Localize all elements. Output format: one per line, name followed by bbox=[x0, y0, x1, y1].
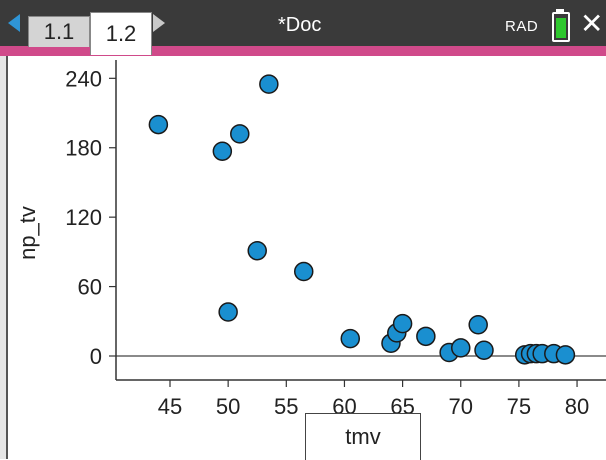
battery-cap bbox=[556, 9, 564, 12]
x-tick-label: 80 bbox=[565, 394, 589, 419]
x-tick-label: 70 bbox=[449, 394, 473, 419]
y-axis-label[interactable]: np_tv bbox=[15, 206, 40, 260]
x-tick-label: 55 bbox=[274, 394, 298, 419]
data-point bbox=[247, 240, 267, 261]
document-title: *Doc bbox=[278, 14, 322, 36]
data-point bbox=[451, 338, 471, 358]
data-point bbox=[340, 328, 361, 349]
data-point bbox=[218, 302, 238, 322]
x-axis-label[interactable]: tmv bbox=[305, 413, 421, 460]
battery-icon bbox=[552, 12, 570, 42]
tab-1-2[interactable]: 1.2 bbox=[90, 12, 152, 55]
data-point bbox=[212, 141, 233, 161]
y-tick-label: 240 bbox=[65, 66, 102, 91]
x-tick-label: 75 bbox=[507, 394, 531, 419]
data-point bbox=[293, 261, 314, 282]
previous-page-arrow-icon[interactable] bbox=[8, 14, 20, 32]
next-page-arrow-icon[interactable] bbox=[153, 14, 165, 32]
y-tick-label: 0 bbox=[90, 344, 102, 369]
x-tick-label: 50 bbox=[216, 394, 240, 419]
data-point bbox=[468, 315, 488, 335]
data-point bbox=[392, 313, 413, 334]
header-accent-bar bbox=[0, 46, 606, 56]
data-point bbox=[416, 326, 436, 347]
tab-1-1[interactable]: 1.1 bbox=[28, 16, 90, 47]
y-tick-label: 60 bbox=[78, 275, 102, 300]
data-point bbox=[474, 340, 494, 360]
data-point bbox=[230, 124, 250, 144]
y-tick-label: 120 bbox=[65, 205, 102, 230]
axes bbox=[115, 60, 606, 381]
data-point bbox=[259, 74, 279, 94]
close-icon[interactable]: ✕ bbox=[580, 8, 604, 39]
data-points bbox=[148, 74, 576, 365]
data-point bbox=[555, 345, 576, 365]
battery-level bbox=[556, 18, 566, 38]
y-tick-label: 180 bbox=[65, 136, 102, 161]
angle-mode-indicator: RAD bbox=[505, 18, 539, 35]
x-tick-label: 45 bbox=[158, 394, 182, 419]
data-point bbox=[148, 114, 169, 135]
graph-area[interactable] bbox=[6, 56, 606, 459]
